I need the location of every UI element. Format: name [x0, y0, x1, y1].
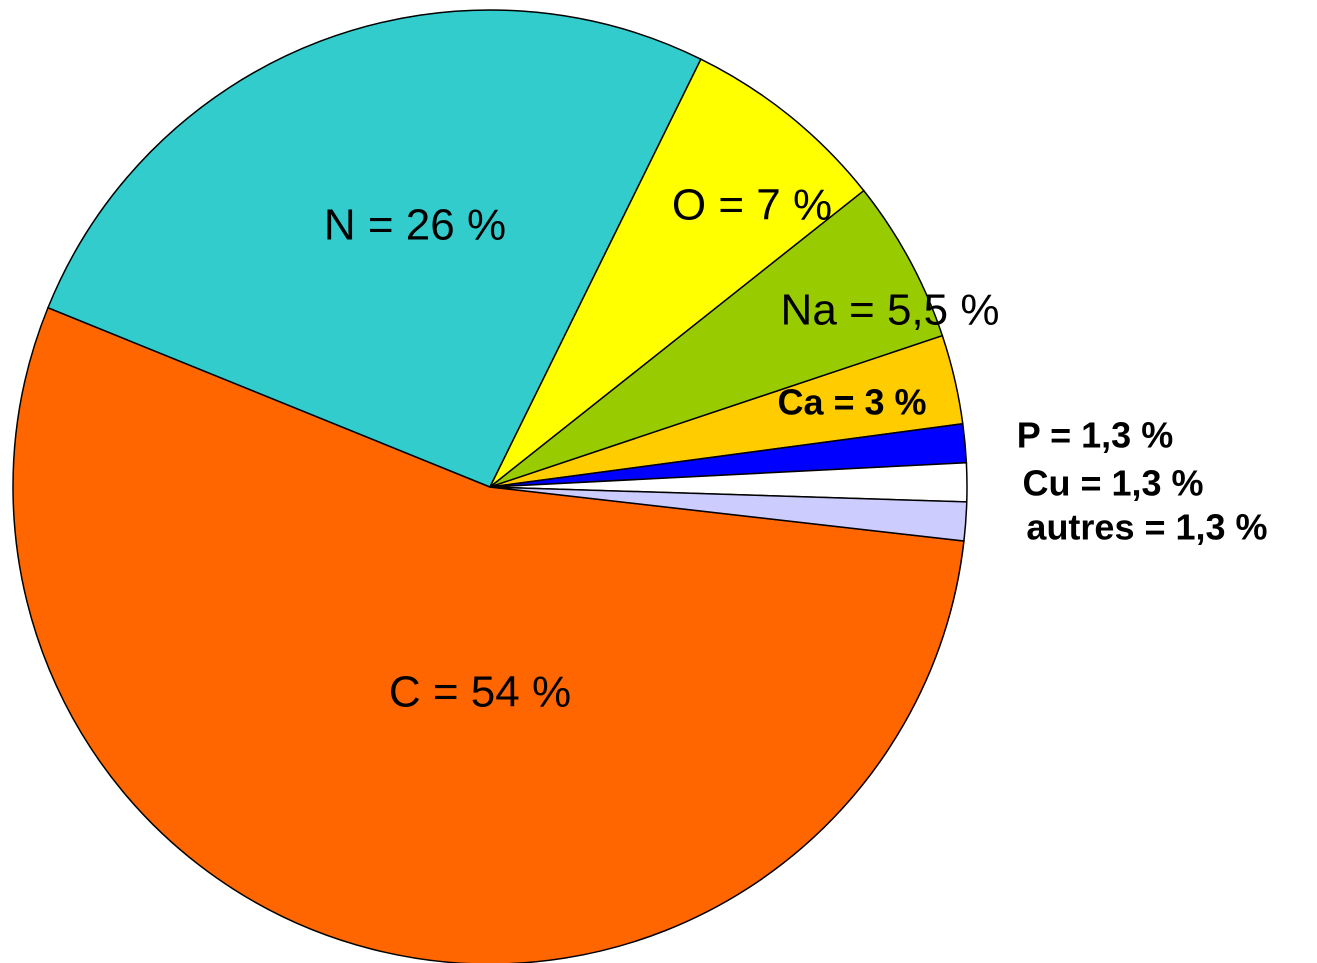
slice-label: Na = 5,5 % [781, 286, 1000, 335]
slice-label: Ca = 3 % [777, 382, 926, 423]
pie-slice [489, 189, 944, 488]
slice-label: autres = 1,3 % [1026, 507, 1267, 548]
slice-label: P = 1,3 % [1017, 415, 1173, 456]
slice-label: O = 7 % [672, 181, 832, 230]
slice-label: Cu = 1,3 % [1022, 463, 1203, 504]
pie-slice [12, 306, 965, 963]
slice-label: C = 54 % [389, 668, 571, 717]
pie-slice [46, 9, 702, 488]
pie-slice [489, 486, 968, 542]
pie-slice [489, 58, 865, 488]
slice-label: N = 26 % [324, 201, 506, 250]
